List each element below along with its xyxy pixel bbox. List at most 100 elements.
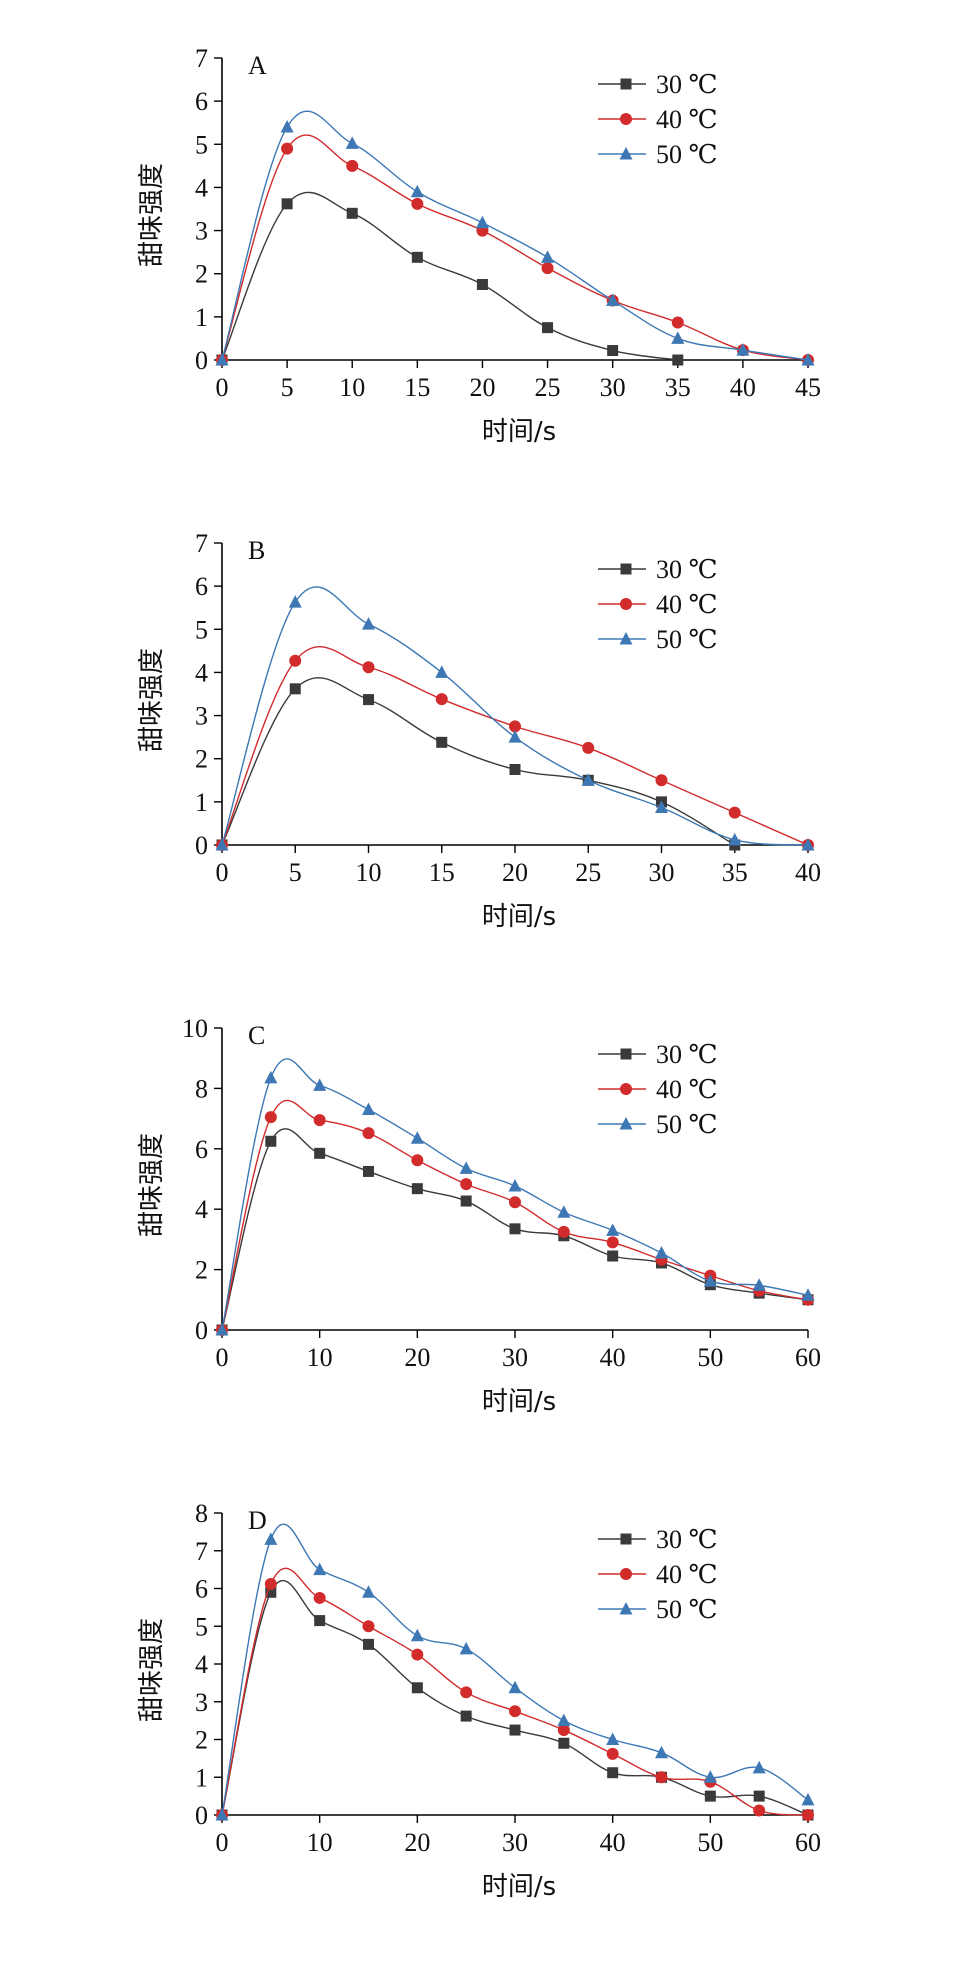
chart-d-data-point xyxy=(606,1732,620,1745)
chart-panel-c: 0 2 4 6 8 10 0 10 20 30 40 50 60 时间/s 甜味强度 C 30 ℃ 40 ℃ 50 … xyxy=(0,970,961,1420)
chart-a-series-3 xyxy=(215,110,815,366)
chart-a-data-point xyxy=(346,159,359,172)
chart-b-x-tick-label: 5 xyxy=(289,858,302,887)
chart-a-series-line xyxy=(221,110,809,361)
chart-d-data-point xyxy=(265,1586,277,1598)
chart-d-data-point xyxy=(362,1620,375,1633)
chart-d-x-tick-label: 60 xyxy=(795,1828,821,1857)
chart-a-y-tick-label: 1 xyxy=(195,303,208,332)
chart-a-x-tick-label: 45 xyxy=(795,373,821,402)
chart-b-y-tick-label: 2 xyxy=(195,745,208,774)
chart-d-legend-label: 30 ℃ xyxy=(656,1525,718,1554)
chart-d-y-tick-label: 2 xyxy=(195,1726,208,1755)
chart-d-data-point xyxy=(752,1760,766,1774)
chart-c-x-tick-label: 30 xyxy=(502,1343,528,1372)
chart-d-y-tick-label: 7 xyxy=(195,1537,208,1566)
chart-a-series-line xyxy=(221,134,809,361)
chart-b-data-point xyxy=(435,665,449,678)
chart-b-y-tick-label: 0 xyxy=(195,831,208,860)
chart-c-panel-label: C xyxy=(248,1021,265,1050)
chart-d-data-point xyxy=(313,1591,326,1604)
chart-b-data-point xyxy=(728,806,741,819)
chart-b-series-line xyxy=(221,677,736,846)
chart-a-legend-label: 30 ℃ xyxy=(656,70,718,99)
chart-c-x-tick-label: 10 xyxy=(307,1343,333,1372)
chart-a-x-tick-label: 35 xyxy=(665,373,691,402)
chart-d-legend-marker xyxy=(620,1568,632,1580)
chart-c-y-tick-label: 8 xyxy=(195,1074,208,1103)
chart-d-panel-label: D xyxy=(248,1506,267,1535)
chart-d-data-point xyxy=(363,1638,374,1650)
chart-a-data-point xyxy=(281,198,293,210)
chart-a-legend-label: 50 ℃ xyxy=(656,140,718,169)
chart-b-series-1 xyxy=(216,677,741,851)
chart-d-series-3 xyxy=(215,1523,815,1821)
chart-a-x-tick-label: 25 xyxy=(535,373,561,402)
chart-d-series-1 xyxy=(216,1580,814,1821)
chart-panel-b: 0 1 2 3 4 5 6 7 0 5 10 15 20 25 30 35 40 时间/s 甜味强度 B 30 ℃ 40 … xyxy=(0,485,961,935)
chart-c-data-point xyxy=(314,1147,326,1159)
chart-a-panel-label: A xyxy=(248,51,267,80)
chart-b-series-line xyxy=(221,646,809,846)
chart-a-x-tick-label: 15 xyxy=(404,373,430,402)
chart-d-legend-marker xyxy=(619,1602,633,1615)
chart-a-x-tick-label: 30 xyxy=(600,373,626,402)
chart-c-data-point xyxy=(752,1278,766,1291)
chart-c-x-tick-label: 60 xyxy=(795,1343,821,1372)
chart-b-series-3 xyxy=(215,586,815,851)
chart-a-y-tick-label: 7 xyxy=(195,44,208,73)
chart-b-x-tick-label: 30 xyxy=(649,858,675,887)
chart-b-legend-label: 30 ℃ xyxy=(656,555,718,584)
chart-d-data-point xyxy=(606,1747,619,1760)
chart-c-data-point xyxy=(508,1178,522,1192)
chart-d-data-point xyxy=(459,1641,473,1655)
chart-d-data-point xyxy=(215,1808,229,1821)
chart-d-svg: 0 1 2 3 4 5 6 7 8 0 10 20 30 40 50 60 时间/s 甜味强度 D 30 ℃ 40 ℃ 5… xyxy=(137,1499,821,1902)
chart-d-legend-marker xyxy=(620,1533,632,1545)
chart-c-data-point xyxy=(557,1205,571,1218)
chart-c-legend-marker xyxy=(620,1083,632,1095)
chart-a-y-tick-label: 2 xyxy=(195,260,208,289)
chart-c-data-point xyxy=(215,1323,229,1336)
chart-d-x-tick-label: 30 xyxy=(502,1828,528,1857)
chart-c-data-point xyxy=(265,1135,277,1147)
chart-a-data-point xyxy=(346,207,358,219)
chart-c-data-point xyxy=(460,1195,472,1207)
chart-b-svg: 0 1 2 3 4 5 6 7 0 5 10 15 20 25 30 35 40 时间/s 甜味强度 B 30 ℃ 40 … xyxy=(137,529,821,932)
chart-c-x-tick-label: 20 xyxy=(404,1343,430,1372)
chart-c-data-point xyxy=(362,1102,375,1116)
chart-d-x-tick-label: 50 xyxy=(697,1828,723,1857)
chart-b-data-point xyxy=(436,736,448,748)
chart-b-x-tick-label: 0 xyxy=(216,858,229,887)
chart-d-y-tick-label: 4 xyxy=(195,1650,208,1679)
chart-a-data-point xyxy=(410,184,424,198)
chart-b-data-point xyxy=(508,730,522,743)
chart-b-panel-label: B xyxy=(248,536,265,565)
chart-d-data-point xyxy=(802,1809,814,1821)
chart-c-legend-label: 50 ℃ xyxy=(656,1110,718,1139)
chart-d-x-tick-label: 10 xyxy=(307,1828,333,1857)
chart-c-data-point xyxy=(313,1078,327,1091)
chart-b-data-point xyxy=(509,764,521,775)
chart-a-data-point xyxy=(736,343,750,356)
chart-b-series-line xyxy=(221,586,809,846)
chart-d-data-point xyxy=(704,1790,716,1802)
chart-b-x-tick-label: 25 xyxy=(575,858,601,887)
chart-a-data-point xyxy=(345,136,359,149)
chart-c-legend-marker xyxy=(619,1117,633,1130)
chart-a-y-tick-label: 0 xyxy=(195,346,208,375)
chart-c-data-point xyxy=(606,1223,620,1236)
chart-c-legend-label: 40 ℃ xyxy=(656,1075,718,1104)
chart-c-data-point xyxy=(607,1250,619,1262)
chart-c-series-line xyxy=(221,1099,809,1331)
chart-b-x-tick-label: 10 xyxy=(356,858,382,887)
chart-b-y-tick-label: 3 xyxy=(195,702,208,731)
chart-a-data-point xyxy=(476,279,488,290)
chart-d-y-tick-label: 5 xyxy=(195,1612,208,1641)
chart-a-x-tick-label: 5 xyxy=(281,373,294,402)
chart-d-data-point xyxy=(264,1532,278,1545)
chart-a-y-tick-label: 4 xyxy=(195,173,208,202)
chart-a-data-point xyxy=(281,142,294,155)
chart-b-series-2 xyxy=(216,646,814,851)
